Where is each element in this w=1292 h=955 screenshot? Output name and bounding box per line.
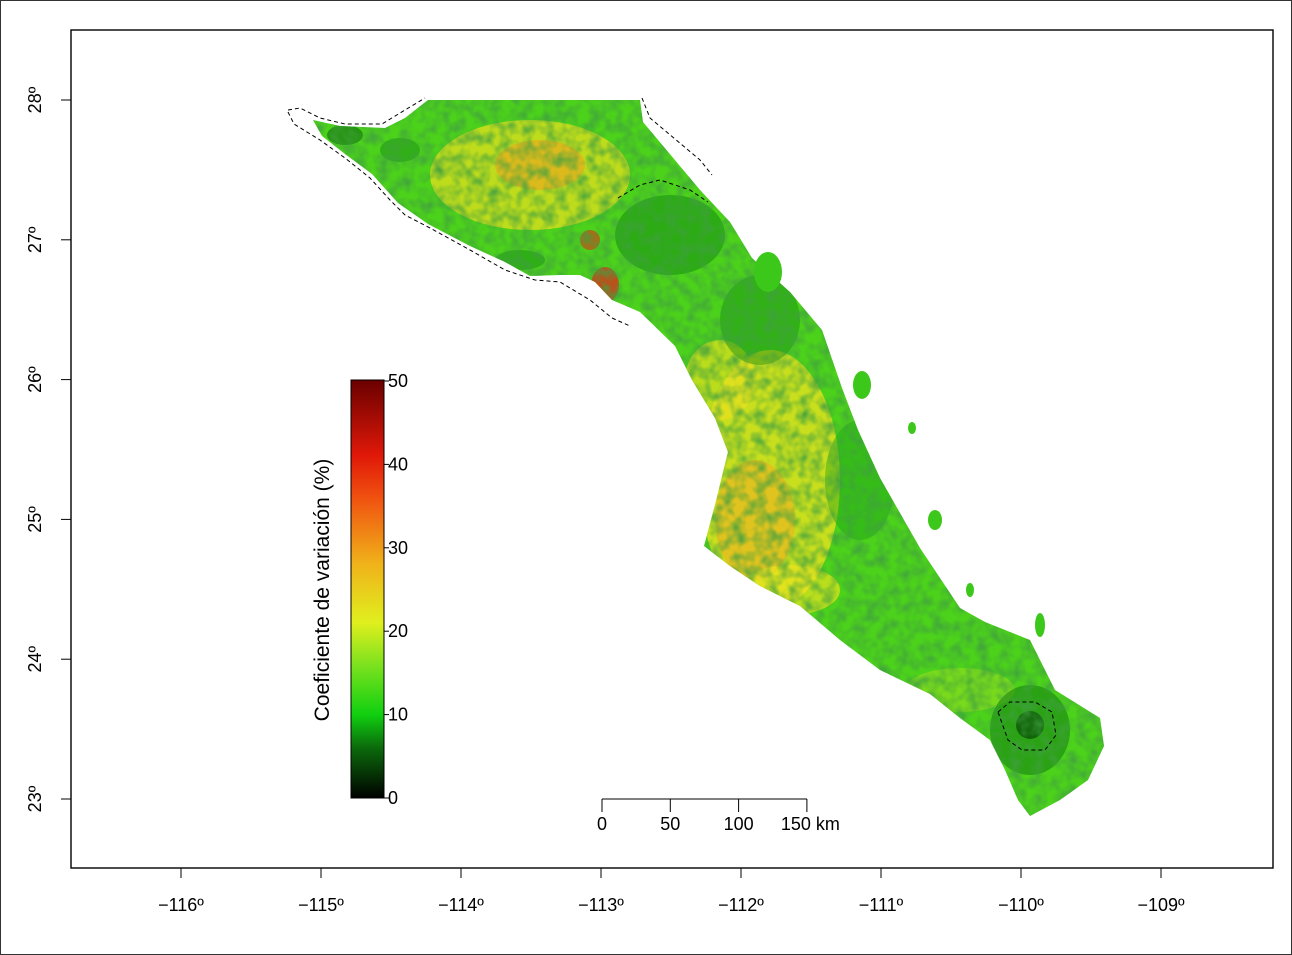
island (853, 371, 871, 399)
reserve-dashed-south (997, 701, 1057, 751)
x-tick-label: −111º (859, 895, 904, 915)
y-axis: 28º 27º 26º 25º 24º 23º (25, 86, 72, 812)
island (928, 510, 942, 530)
x-tick-label: −110º (998, 895, 1044, 915)
legend-colorbar (350, 379, 385, 799)
x-tick-label: −109º (1137, 895, 1185, 915)
y-tick-label: 24º (25, 645, 45, 672)
legend-tick-label: 50 (388, 371, 408, 391)
legend-tick-label: 10 (388, 705, 408, 725)
cv-raster (313, 100, 1104, 816)
island (908, 422, 916, 434)
legend-tick-label: 20 (388, 621, 408, 641)
y-tick-label: 25º (25, 506, 45, 533)
boundary-dashed-coast (287, 111, 631, 327)
scale-label: 150 km (781, 814, 840, 834)
island (754, 252, 782, 292)
boundary-dashed-north (287, 97, 713, 176)
x-tick-label: −114º (438, 895, 484, 915)
scale-label: 100 (724, 814, 754, 834)
scale-label: 50 (660, 814, 680, 834)
y-tick-label: 26º (25, 366, 45, 393)
x-tick-label: −115º (298, 895, 344, 915)
x-axis: −116º −115º −114º −113º −112º −111º −110º −109º (158, 867, 1185, 915)
x-tick-label: −113º (578, 895, 624, 915)
x-tick-label: −116º (158, 895, 204, 915)
color-legend: 0 10 20 30 40 50 Coeficiente de variación (%) (311, 371, 408, 808)
x-tick-label: −112º (718, 895, 764, 915)
reserve-dashed-north (617, 179, 709, 203)
scale-label: 0 (597, 814, 607, 834)
y-tick-label: 28º (25, 86, 45, 113)
legend-tick-label: 40 (388, 454, 408, 474)
island (1035, 613, 1045, 637)
scale-bar: 0 50 100 150 km (597, 798, 840, 834)
legend-tick-label: 0 (388, 788, 398, 808)
y-tick-label: 23º (25, 785, 45, 812)
y-tick-label: 27º (25, 226, 45, 253)
legend-title: Coeficiente de variación (%) (311, 459, 334, 722)
legend-tick-label: 30 (388, 538, 408, 558)
island (966, 583, 974, 597)
